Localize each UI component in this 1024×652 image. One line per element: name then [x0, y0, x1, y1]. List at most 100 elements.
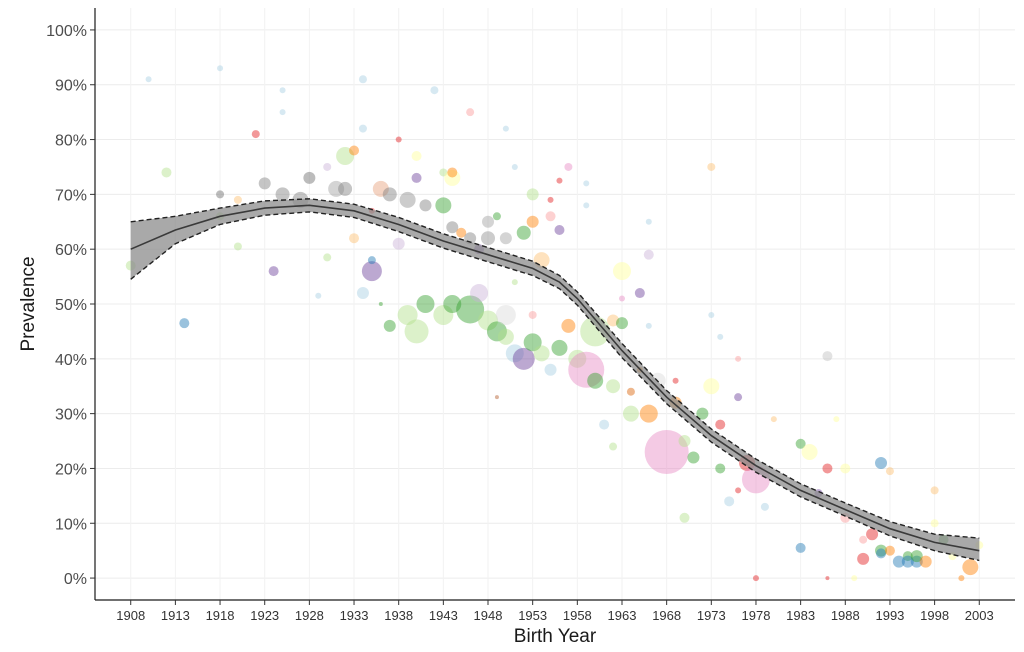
data-point — [930, 519, 939, 528]
data-point — [392, 237, 405, 250]
x-tick-label: 1968 — [652, 608, 681, 623]
data-point — [715, 419, 726, 430]
data-point — [279, 87, 286, 94]
data-point — [416, 295, 435, 313]
data-point — [554, 225, 565, 235]
x-axis-ticks: 1908 1913 1918 1923 1928 1933 1938 1943 1948 1953… — [116, 600, 994, 623]
data-point — [279, 109, 286, 116]
data-point — [258, 177, 271, 190]
y-axis-title: Prevalence — [18, 256, 39, 351]
data-point — [179, 318, 190, 329]
data-point — [336, 147, 355, 165]
data-point — [615, 317, 628, 330]
x-tick-label: 1993 — [875, 608, 904, 623]
x-tick-label: 2003 — [965, 608, 994, 623]
data-point — [606, 379, 621, 394]
data-point — [958, 575, 965, 582]
data-point — [323, 253, 332, 262]
data-point — [752, 575, 759, 582]
trend-with-confidence-band — [130, 198, 980, 562]
data-point — [822, 351, 833, 362]
data-point — [399, 191, 416, 208]
data-point — [456, 227, 467, 238]
data-point — [367, 256, 376, 265]
y-tick-label: 0% — [64, 571, 87, 588]
data-point — [161, 167, 172, 178]
data-point — [564, 162, 573, 171]
data-point — [544, 363, 557, 376]
data-point — [892, 555, 905, 568]
data-point — [622, 405, 639, 422]
data-point — [492, 212, 501, 221]
data-point — [612, 262, 631, 281]
data-point — [411, 172, 422, 183]
data-point — [687, 451, 700, 464]
data-point — [411, 151, 422, 161]
data-point — [356, 287, 369, 300]
y-tick-label: 70% — [55, 187, 87, 204]
data-point — [609, 442, 618, 451]
data-point — [439, 168, 448, 177]
data-point — [708, 311, 715, 318]
data-point — [419, 199, 432, 212]
data-point — [568, 349, 587, 368]
data-point — [825, 576, 830, 581]
data-point — [499, 232, 512, 245]
x-tick-label: 1988 — [831, 608, 860, 623]
x-tick-label: 1978 — [742, 608, 771, 623]
data-point — [910, 555, 923, 568]
data-point — [568, 351, 605, 388]
data-point — [268, 266, 279, 277]
data-point — [358, 124, 367, 133]
y-tick-label: 50% — [55, 297, 87, 314]
data-point — [643, 249, 654, 260]
data-point — [962, 559, 979, 576]
data-point — [502, 125, 509, 132]
trend-line — [130, 204, 980, 552]
data-point — [497, 328, 514, 345]
y-tick-label: 60% — [55, 242, 87, 259]
data-point — [884, 545, 895, 556]
data-point — [430, 86, 439, 95]
data-point — [902, 551, 913, 562]
x-tick-label: 1973 — [697, 608, 726, 623]
data-point — [478, 310, 499, 331]
data-point — [315, 292, 322, 299]
data-point — [583, 180, 590, 187]
data-point — [561, 318, 576, 333]
x-tick-label: 1953 — [518, 608, 547, 623]
data-point — [626, 387, 635, 396]
data-point — [526, 215, 539, 228]
x-tick-label: 1983 — [786, 608, 815, 623]
data-point — [397, 304, 418, 325]
data-point — [486, 321, 507, 342]
data-point — [482, 215, 495, 228]
data-point — [547, 196, 554, 203]
data-point — [516, 225, 531, 240]
data-point — [857, 552, 870, 565]
x-tick-label: 1958 — [563, 608, 592, 623]
x-tick-label: 1908 — [116, 608, 145, 623]
data-point — [734, 393, 743, 402]
data-point — [526, 188, 539, 201]
data-point — [901, 555, 914, 568]
data-point — [875, 544, 888, 557]
data-point — [494, 395, 499, 400]
data-point — [404, 319, 429, 344]
data-point — [639, 404, 658, 423]
data-point — [840, 463, 851, 474]
data-point — [599, 419, 610, 430]
data-point — [583, 202, 590, 209]
data-point — [217, 65, 224, 72]
data-point — [323, 162, 332, 171]
data-point — [795, 438, 806, 449]
data-point — [885, 467, 894, 476]
data-point — [303, 171, 316, 184]
data-point — [735, 487, 742, 494]
data-point — [216, 190, 225, 199]
data-point — [433, 304, 454, 325]
data-point — [443, 295, 462, 313]
data-point — [556, 177, 563, 184]
data-point — [910, 550, 923, 563]
